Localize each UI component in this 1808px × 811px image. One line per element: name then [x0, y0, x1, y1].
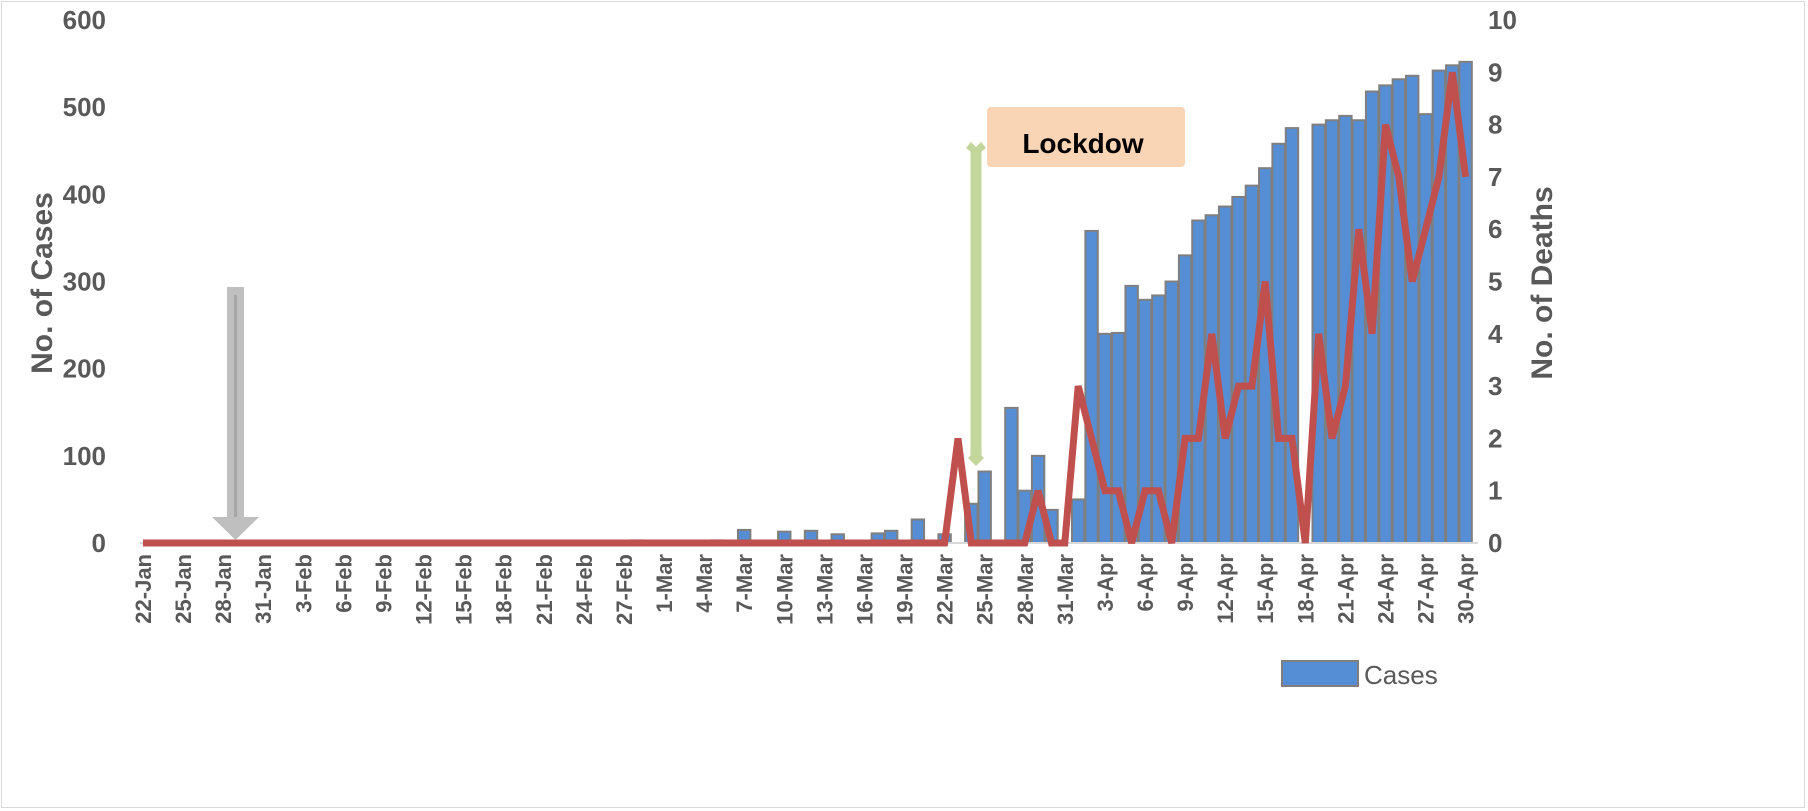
y2-tick-labels: 0 1 2 3 4 5 6 7 8 9 10: [1488, 5, 1517, 558]
x-tick-label: 3-Feb: [291, 554, 316, 613]
y-tick-label: 400: [63, 179, 106, 209]
x-tick-label: 3-Apr: [1093, 554, 1118, 612]
bar-cases: [977, 470, 992, 545]
y-tick-label: 100: [63, 441, 106, 471]
bar-cases: [1445, 64, 1460, 545]
y2-tick-label: 7: [1488, 162, 1502, 192]
x-tick-label: 13-Mar: [812, 554, 837, 625]
y2-tick-label: 0: [1488, 528, 1502, 558]
legend-label-cases: Cases: [1364, 660, 1438, 690]
bar-cases: [1084, 229, 1099, 544]
y2-tick-label: 2: [1488, 423, 1502, 453]
y-tick-label: 600: [63, 5, 106, 35]
x-tick-label: 27-Apr: [1414, 554, 1439, 624]
legend: Cases: [1281, 660, 1438, 690]
lockdown-label: Lockdow: [1022, 128, 1144, 159]
y2-tick-label: 9: [1488, 57, 1502, 87]
x-tick-label: 22-Mar: [933, 554, 958, 625]
bar-cases: [1071, 498, 1086, 544]
y-tick-label: 0: [92, 528, 106, 558]
x-tick-label: 19-Mar: [893, 554, 918, 625]
x-tick-label: 28-Mar: [1013, 554, 1038, 625]
x-tick-label: 21-Apr: [1333, 554, 1358, 624]
x-tick-label: 30-Apr: [1454, 554, 1479, 624]
x-tick-label: 31-Mar: [1053, 554, 1078, 625]
x-tick-label: 9-Feb: [372, 554, 397, 613]
y-tick-labels: 0 100 200 300 400 500 600: [63, 5, 106, 558]
y-tick-label: 500: [63, 92, 106, 122]
bar-cases: [1217, 205, 1233, 545]
x-tick-label: 21-Feb: [532, 554, 557, 625]
y2-tick-label: 3: [1488, 371, 1502, 401]
x-tick-label: 15-Apr: [1253, 554, 1278, 624]
x-tick-label: 31-Jan: [251, 554, 276, 624]
y2-tick-label: 1: [1488, 476, 1502, 506]
x-tick-label: 10-Mar: [772, 554, 797, 625]
x-tick-label: 25-Mar: [973, 554, 998, 625]
y-tick-label: 300: [63, 267, 106, 297]
x-tick-label: 9-Apr: [1173, 554, 1198, 612]
x-tick-label: 6-Feb: [331, 554, 356, 613]
y2-tick-label: 6: [1488, 214, 1502, 244]
y2-tick-label: 4: [1488, 319, 1503, 349]
x-tick-label: 4-Mar: [692, 554, 717, 613]
deaths-line: [143, 71, 1470, 547]
bar-cases: [1351, 119, 1366, 544]
bar-cases: [1418, 113, 1433, 544]
x-tick-label: 16-Mar: [852, 554, 877, 625]
x-tick-label: 7-Mar: [732, 554, 757, 613]
y-tick-label: 200: [63, 354, 106, 384]
x-tick-label: 24-Apr: [1374, 554, 1399, 624]
x-tick-label: 22-Jan: [131, 554, 156, 624]
x-tick-label: 12-Apr: [1213, 554, 1238, 624]
y2-tick-label: 10: [1488, 5, 1517, 35]
bar-cases: [1324, 119, 1340, 544]
x-tick-label: 15-Feb: [452, 554, 477, 625]
arrow-down-icon: [212, 287, 259, 540]
y-axis-title: No. of Cases: [26, 192, 59, 374]
x-tick-label: 6-Apr: [1133, 554, 1158, 612]
x-tick-label: 1-Mar: [652, 554, 677, 613]
bar-cases: [1231, 195, 1246, 544]
y2-tick-label: 8: [1488, 110, 1502, 140]
x-tick-label: 28-Jan: [211, 554, 236, 624]
x-tick-labels: 22-Jan 25-Jan 28-Jan 31-Jan 3-Feb 6-Feb 9-Feb 1…: [131, 554, 1479, 625]
x-tick-label: 24-Feb: [572, 554, 597, 625]
lockdown-marker: [966, 142, 986, 466]
bar-cases: [1097, 332, 1113, 544]
x-tick-label: 18-Apr: [1293, 554, 1318, 624]
bar-cases: [910, 518, 926, 545]
bar-cases: [1405, 74, 1420, 545]
x-tick-label: 27-Feb: [612, 554, 637, 625]
lockdown-label-box: [987, 107, 1185, 167]
legend-swatch-cases: [1281, 660, 1359, 687]
bar-cases: [1004, 406, 1019, 544]
y2-axis-title: No. of Deaths: [1526, 186, 1559, 379]
x-tick-label: 18-Feb: [492, 554, 517, 625]
bar-cases: [1124, 284, 1139, 544]
x-tick-label: 25-Jan: [171, 554, 196, 624]
x-tick-label: 12-Feb: [412, 554, 437, 625]
y2-tick-label: 5: [1488, 267, 1502, 297]
bar-cases: [1271, 142, 1286, 544]
